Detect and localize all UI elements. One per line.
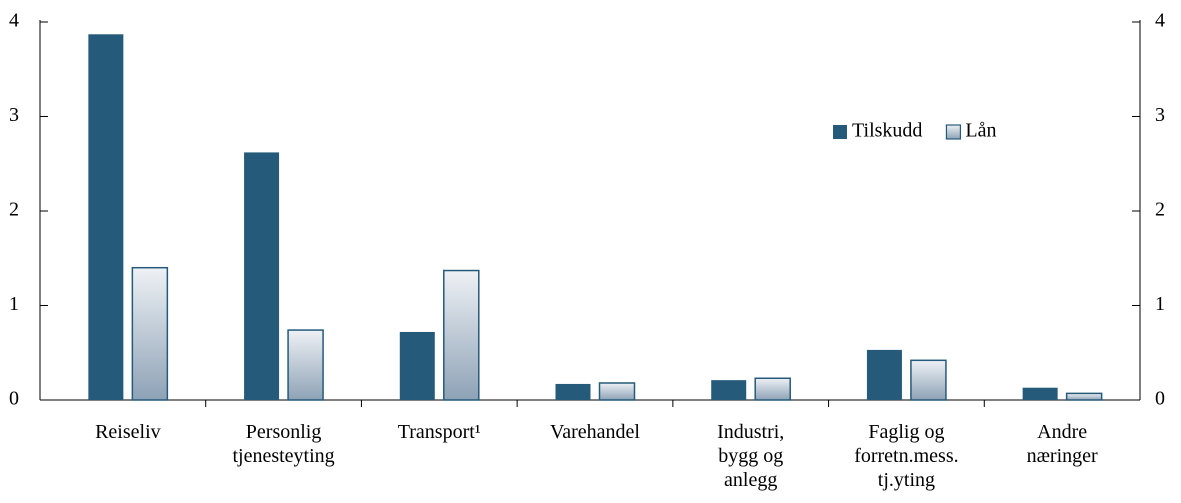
bar: [754, 377, 791, 401]
y-tick-label: 2: [9, 199, 19, 221]
x-tick-label: Industri, bygg og anlegg: [717, 421, 784, 491]
y2-tick-label: 1: [1155, 293, 1165, 315]
legend-label: Lån: [965, 120, 996, 142]
x-tick-label: Andre næringer: [1027, 421, 1098, 467]
y-tick-label: 3: [9, 104, 19, 126]
x-tick-label: Personlig tjenesteyting: [232, 421, 334, 467]
bar: [1022, 387, 1058, 400]
bar: [598, 382, 636, 401]
legend-swatch: [945, 124, 962, 140]
bar: [555, 383, 591, 400]
bar: [244, 152, 280, 400]
legend-label: Tilskudd: [852, 120, 922, 142]
x-tick-label: Faglig og forretn.mess. tj.yting: [854, 421, 958, 491]
x-tick-label: Transport¹: [398, 421, 481, 443]
bar: [443, 269, 480, 401]
y2-tick-label: 0: [1155, 388, 1165, 410]
y-tick-label: 0: [9, 388, 19, 410]
bar: [88, 34, 124, 400]
y-tick-label: 4: [9, 10, 19, 32]
y-tick-label: 1: [9, 293, 19, 315]
y2-tick-label: 3: [1155, 104, 1165, 126]
bar: [1065, 392, 1103, 401]
bar: [399, 331, 435, 400]
bar: [287, 329, 324, 401]
bar: [131, 266, 169, 401]
bar: [910, 359, 947, 401]
legend-swatch: [833, 125, 847, 139]
y2-tick-label: 2: [1155, 199, 1165, 221]
bar: [711, 380, 747, 400]
y2-tick-label: 4: [1155, 10, 1165, 32]
bar: [866, 349, 902, 400]
x-tick-label: Varehandel: [550, 421, 640, 443]
x-tick-label: Reiseliv: [95, 421, 161, 443]
